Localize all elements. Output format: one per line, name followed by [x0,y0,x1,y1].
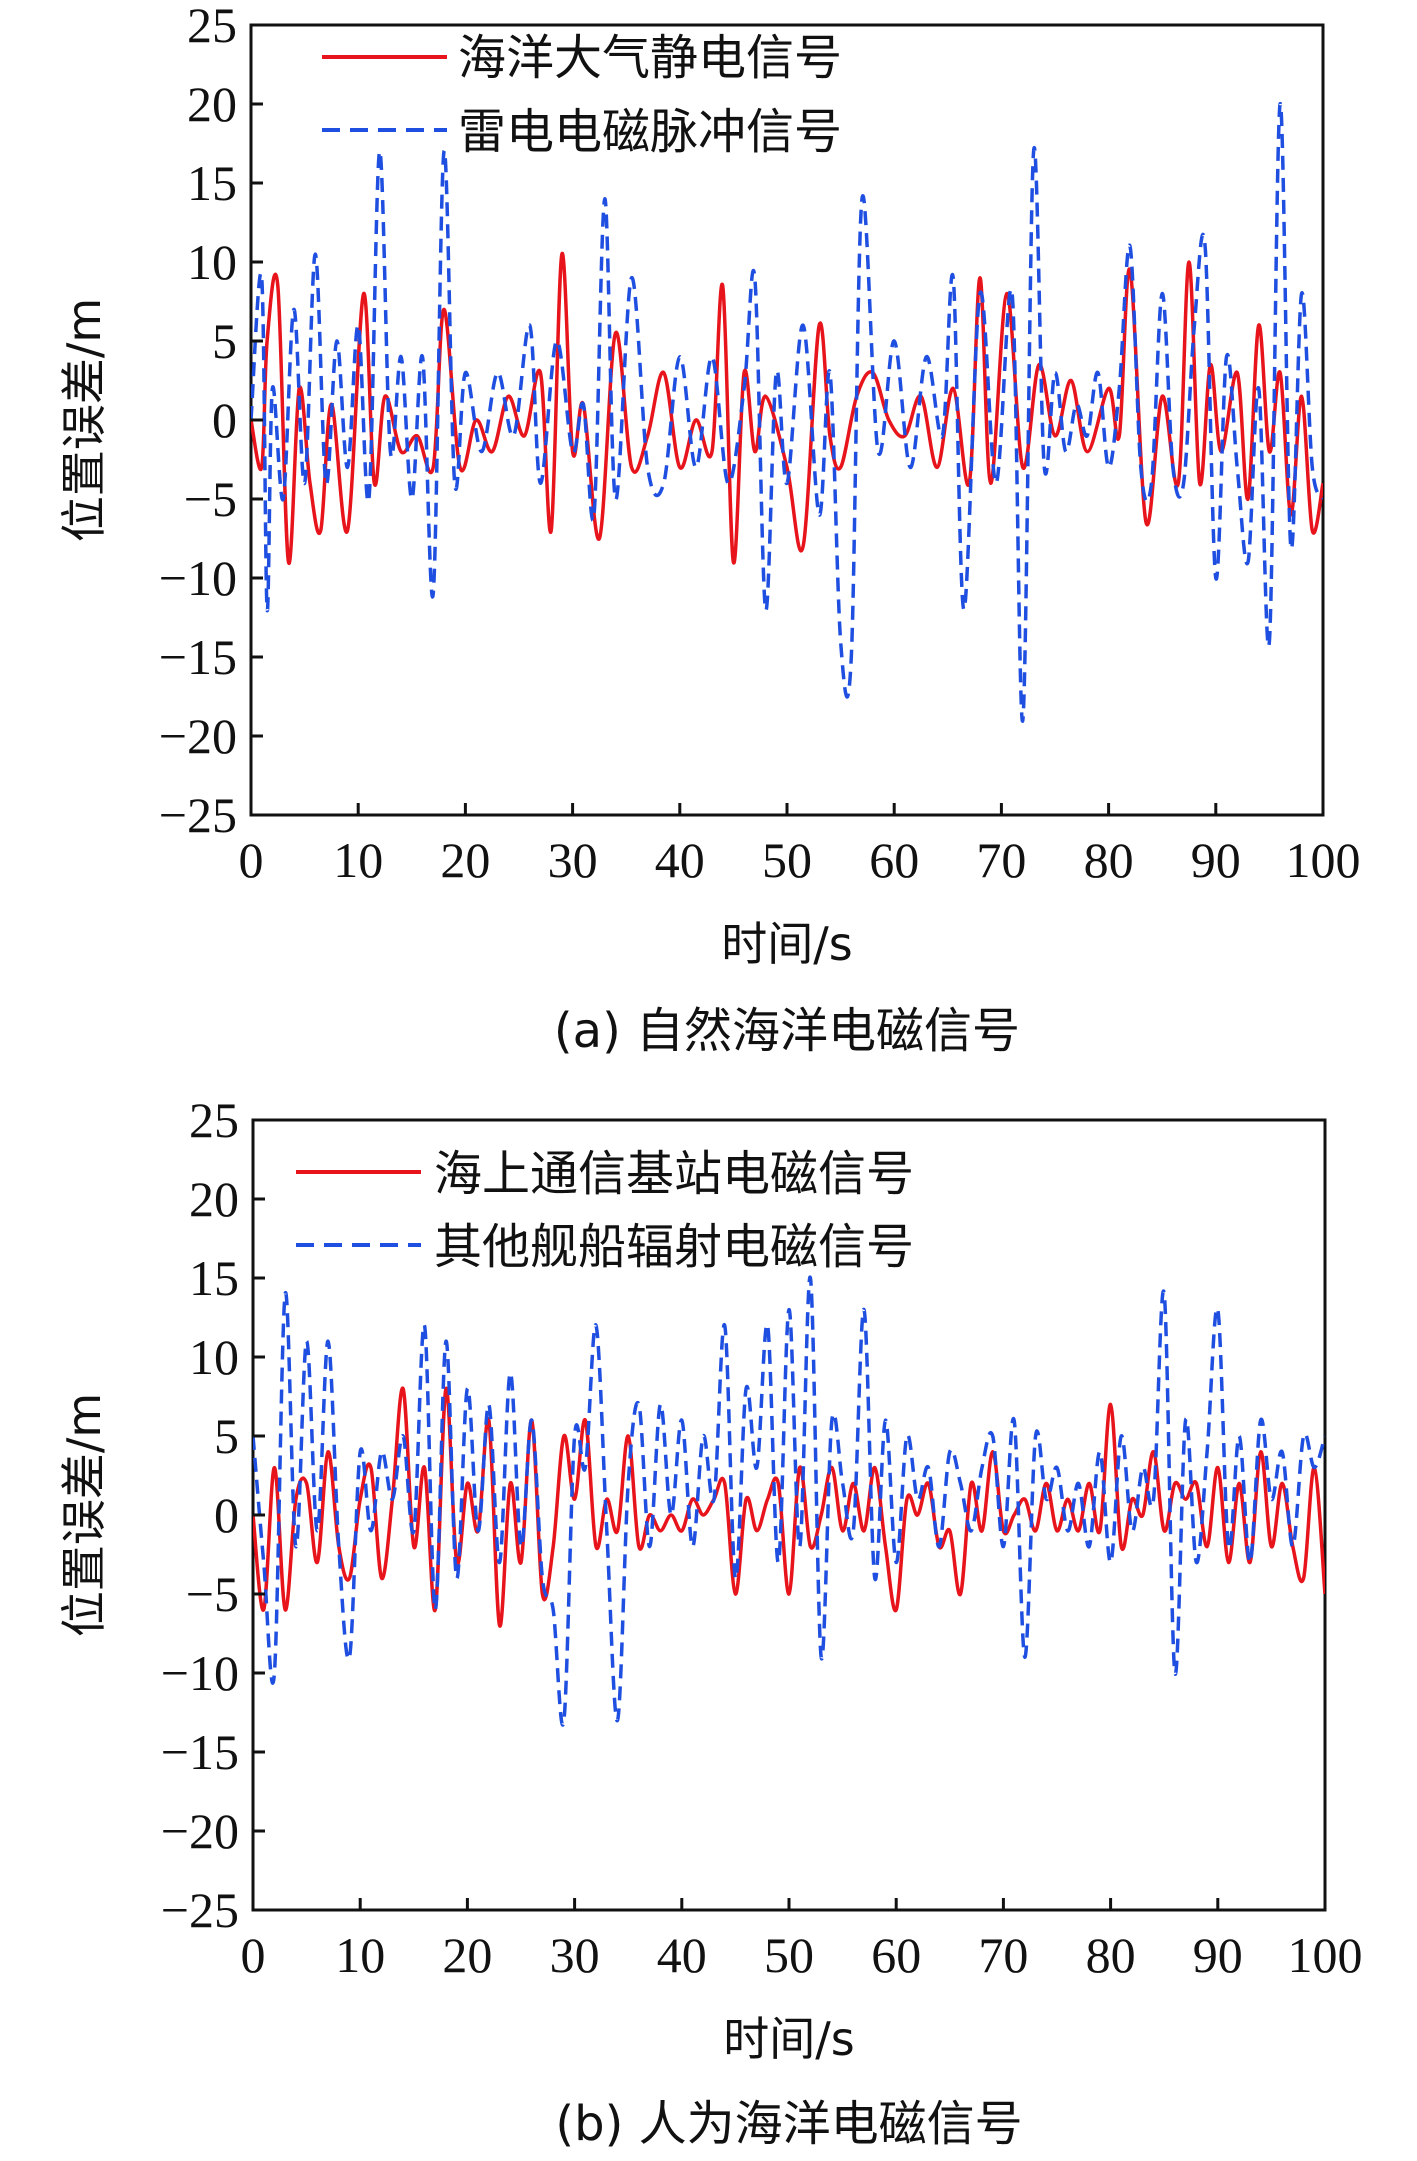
chart-a-y-ticks: 25 20 15 10 5 0 −5 −10 −15 −20 −25 [159,0,263,843]
x-tick-label: 90 [1191,832,1241,888]
y-tick-label: −5 [186,1566,239,1622]
y-tick-label: −25 [159,787,237,843]
y-tick-label: −10 [161,1645,239,1701]
x-tick-label: 70 [976,832,1026,888]
x-tick-label: 10 [333,832,383,888]
x-tick-label: 40 [655,832,705,888]
series-line-1 [253,1386,1325,1628]
y-tick-label: 15 [189,1250,239,1306]
x-tick-label: 50 [762,832,812,888]
y-tick-label: 0 [212,392,237,448]
x-tick-label: 20 [440,832,490,888]
y-tick-label: 15 [187,155,237,211]
x-tick-label: 60 [869,832,919,888]
chart-caption: (b) 人为海洋电磁信号 [555,2096,1022,2152]
y-tick-label: 25 [187,0,237,53]
y-tick-label: 20 [187,76,237,132]
legend-label-series-2: 雷电电磁脉冲信号 [458,104,842,160]
chart-b-x-ticks: 0 10 20 30 40 50 60 70 80 90 100 [241,1898,1363,1983]
legend-label-series-1: 海洋大气静电信号 [458,30,842,86]
chart-b-marks [253,1275,1325,1727]
x-tick-label: 0 [239,832,264,888]
x-axis-label: 时间/s [721,917,852,971]
chart-a-legend: 海洋大气静电信号 雷电电磁脉冲信号 [322,30,842,160]
y-axis-label: 位置误差/m [57,1393,111,1637]
chart-caption: (a) 自然海洋电磁信号 [554,1003,1020,1059]
y-tick-label: 5 [212,313,237,369]
x-tick-label: 70 [978,1927,1028,1983]
x-tick-label: 50 [764,1927,814,1983]
y-tick-label: −20 [161,1803,239,1859]
y-tick-label: 0 [214,1487,239,1543]
x-tick-label: 40 [657,1927,707,1983]
x-tick-label: 80 [1086,1927,1136,1983]
y-tick-label: 25 [189,1092,239,1148]
x-tick-label: 100 [1288,1927,1363,1983]
x-axis-label: 时间/s [723,2012,854,2066]
y-tick-label: −10 [159,550,237,606]
series-line-2 [251,102,1323,723]
legend-label-series-1: 海上通信基站电磁信号 [434,1146,914,1202]
chart-a-x-ticks: 0 10 20 30 40 50 60 70 80 90 100 [239,803,1361,888]
y-tick-label: 10 [187,234,237,290]
x-tick-label: 20 [442,1927,492,1983]
x-tick-label: 10 [335,1927,385,1983]
x-tick-label: 30 [548,832,598,888]
y-tick-label: −25 [161,1882,239,1938]
x-tick-label: 80 [1084,832,1134,888]
legend-label-series-2: 其他舰船辐射电磁信号 [434,1219,914,1275]
y-tick-label: −20 [159,708,237,764]
y-axis-label: 位置误差/m [57,298,111,542]
chart-a-marks [251,102,1323,723]
x-tick-label: 90 [1193,1927,1243,1983]
y-tick-label: 5 [214,1408,239,1464]
y-tick-label: 10 [189,1329,239,1385]
chart-b-y-ticks: 25 20 15 10 5 0 −5 −10 −15 −20 −25 [161,1092,265,1938]
y-tick-label: −5 [184,471,237,527]
chart-b-legend: 海上通信基站电磁信号 其他舰船辐射电磁信号 [296,1146,914,1275]
x-tick-label: 0 [241,1927,266,1983]
y-tick-label: −15 [159,629,237,685]
x-tick-label: 30 [550,1927,600,1983]
y-tick-label: −15 [161,1724,239,1780]
y-tick-label: 20 [189,1171,239,1227]
series-line-2 [253,1275,1325,1727]
x-tick-label: 100 [1286,832,1361,888]
x-tick-label: 60 [871,1927,921,1983]
